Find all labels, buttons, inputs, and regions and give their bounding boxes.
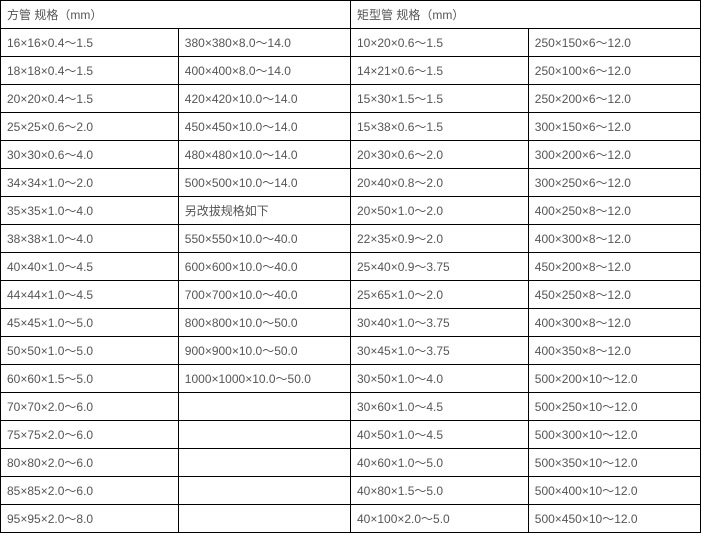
- table-cell: 30×50×1.0～4.0: [350, 365, 528, 393]
- header-left: 方管 规格（mm）: [1, 1, 351, 29]
- table-cell: 30×40×1.0～3.75: [350, 309, 528, 337]
- table-cell: 44×44×1.0～4.5: [1, 281, 179, 309]
- table-row: 20×20×0.4～1.5420×420×10.0～14.015×30×1.5～…: [1, 85, 701, 113]
- table-cell: 60×60×1.5～5.0: [1, 365, 179, 393]
- table-cell: 18×18×0.4～1.5: [1, 57, 179, 85]
- table-cell: 25×65×1.0～2.0: [350, 281, 528, 309]
- table-cell: 38×38×1.0～4.0: [1, 225, 179, 253]
- table-cell: 450×200×8～12.0: [528, 253, 700, 281]
- table-cell: 500×500×10.0～14.0: [178, 169, 350, 197]
- table-cell: 20×20×0.4～1.5: [1, 85, 179, 113]
- table-cell: 22×35×0.9～2.0: [350, 225, 528, 253]
- table-cell: 75×75×2.0～6.0: [1, 421, 179, 449]
- table-cell: 30×45×1.0～3.75: [350, 337, 528, 365]
- table-cell: 400×250×8～12.0: [528, 197, 700, 225]
- table-cell: 400×350×8～12.0: [528, 337, 700, 365]
- table-cell: 16×16×0.4～1.5: [1, 29, 179, 57]
- table-cell: 550×550×10.0～40.0: [178, 225, 350, 253]
- table-row: 35×35×1.0～4.0另改拔规格如下20×50×1.0～2.0400×250…: [1, 197, 701, 225]
- table-row: 34×34×1.0～2.0500×500×10.0～14.020×40×0.8～…: [1, 169, 701, 197]
- table-row: 70×70×2.0～6.0 30×60×1.0～4.5500×250×10～12.…: [1, 393, 701, 421]
- table-cell: 300×200×6～12.0: [528, 141, 700, 169]
- spec-table: 方管 规格（mm） 矩型管 规格（mm） 16×16×0.4～1.5380×38…: [0, 0, 701, 533]
- table-row: 30×30×0.6～4.0480×480×10.0～14.020×30×0.6～…: [1, 141, 701, 169]
- table-cell: 20×50×1.0～2.0: [350, 197, 528, 225]
- table-cell: 1000×1000×10.0～50.0: [178, 365, 350, 393]
- table-cell: 95×95×2.0～8.0: [1, 505, 179, 533]
- table-cell: 40×40×1.0～4.5: [1, 253, 179, 281]
- table-cell: 70×70×2.0～6.0: [1, 393, 179, 421]
- table-row: 38×38×1.0～4.0550×550×10.0～40.022×35×0.9～…: [1, 225, 701, 253]
- table-cell: 400×300×8～12.0: [528, 309, 700, 337]
- table-row: 44×44×1.0～4.5700×700×10.0～40.025×65×1.0～…: [1, 281, 701, 309]
- table-cell: 20×40×0.8～2.0: [350, 169, 528, 197]
- table-cell: 30×60×1.0～4.5: [350, 393, 528, 421]
- table-cell: 400×300×8～12.0: [528, 225, 700, 253]
- table-cell: 20×30×0.6～2.0: [350, 141, 528, 169]
- table-row: 45×45×1.0～5.0800×800×10.0～50.030×40×1.0～…: [1, 309, 701, 337]
- table-cell: 10×20×0.6～1.5: [350, 29, 528, 57]
- table-cell: 300×250×6～12.0: [528, 169, 700, 197]
- table-header-row: 方管 规格（mm） 矩型管 规格（mm）: [1, 1, 701, 29]
- table-cell: 400×400×8.0～14.0: [178, 57, 350, 85]
- table-cell: 700×700×10.0～40.0: [178, 281, 350, 309]
- table-cell: 30×30×0.6～4.0: [1, 141, 179, 169]
- table-cell: 40×80×1.5～5.0: [350, 477, 528, 505]
- table-cell: 420×420×10.0～14.0: [178, 85, 350, 113]
- table-cell: 500×250×10～12.0: [528, 393, 700, 421]
- table-cell: 500×400×10～12.0: [528, 477, 700, 505]
- table-cell: 900×900×10.0～50.0: [178, 337, 350, 365]
- table-row: 18×18×0.4～1.5400×400×8.0～14.014×21×0.6～1…: [1, 57, 701, 85]
- table-row: 85×85×2.0～6.0 40×80×1.5～5.0500×400×10～12.…: [1, 477, 701, 505]
- table-row: 95×95×2.0～8.0 40×100×2.0～5.0500×450×10～12…: [1, 505, 701, 533]
- table-cell: 380×380×8.0～14.0: [178, 29, 350, 57]
- table-cell: 50×50×1.0～5.0: [1, 337, 179, 365]
- table-cell: 15×30×1.5～1.5: [350, 85, 528, 113]
- table-cell: 250×100×6～12.0: [528, 57, 700, 85]
- table-row: 75×75×2.0～6.0 40×50×1.0～4.5500×300×10～12.…: [1, 421, 701, 449]
- table-cell: 85×85×2.0～6.0: [1, 477, 179, 505]
- table-cell: 25×25×0.6～2.0: [1, 113, 179, 141]
- table-cell: 40×60×1.0～5.0: [350, 449, 528, 477]
- table-cell: 800×800×10.0～50.0: [178, 309, 350, 337]
- table-cell: 40×100×2.0～5.0: [350, 505, 528, 533]
- table-cell: 500×200×10～12.0: [528, 365, 700, 393]
- table-cell: 600×600×10.0～40.0: [178, 253, 350, 281]
- table-row: 60×60×1.5～5.01000×1000×10.0～50.030×50×1.…: [1, 365, 701, 393]
- table-cell: 500×300×10～12.0: [528, 421, 700, 449]
- table-cell: 14×21×0.6～1.5: [350, 57, 528, 85]
- table-row: 25×25×0.6～2.0450×450×10.0～14.015×38×0.6～…: [1, 113, 701, 141]
- table-cell: 40×50×1.0～4.5: [350, 421, 528, 449]
- table-cell: 500×450×10～12.0: [528, 505, 700, 533]
- table-row: 16×16×0.4～1.5380×380×8.0～14.010×20×0.6～1…: [1, 29, 701, 57]
- table-cell: 250×200×6～12.0: [528, 85, 700, 113]
- table-cell: 450×250×8～12.0: [528, 281, 700, 309]
- table-cell: 35×35×1.0～4.0: [1, 197, 179, 225]
- table-cell: [178, 477, 350, 505]
- table-cell: 25×40×0.9～3.75: [350, 253, 528, 281]
- table-row: 50×50×1.0～5.0900×900×10.0～50.030×45×1.0～…: [1, 337, 701, 365]
- header-right: 矩型管 规格（mm）: [350, 1, 700, 29]
- table-row: 80×80×2.0～6.0 40×60×1.0～5.0500×350×10～12.…: [1, 449, 701, 477]
- table-cell: [178, 421, 350, 449]
- table-cell: [178, 393, 350, 421]
- table-cell: 34×34×1.0～2.0: [1, 169, 179, 197]
- table-cell: 45×45×1.0～5.0: [1, 309, 179, 337]
- table-cell: 500×350×10～12.0: [528, 449, 700, 477]
- table-cell: 450×450×10.0～14.0: [178, 113, 350, 141]
- table-cell: 480×480×10.0～14.0: [178, 141, 350, 169]
- table-cell: 另改拔规格如下: [178, 197, 350, 225]
- table-cell: [178, 449, 350, 477]
- table-cell: 80×80×2.0～6.0: [1, 449, 179, 477]
- table-cell: 250×150×6～12.0: [528, 29, 700, 57]
- spec-table-container: 方管 规格（mm） 矩型管 规格（mm） 16×16×0.4～1.5380×38…: [0, 0, 701, 533]
- table-cell: [178, 505, 350, 533]
- table-cell: 300×150×6～12.0: [528, 113, 700, 141]
- table-row: 40×40×1.0～4.5600×600×10.0～40.025×40×0.9～…: [1, 253, 701, 281]
- table-cell: 15×38×0.6～1.5: [350, 113, 528, 141]
